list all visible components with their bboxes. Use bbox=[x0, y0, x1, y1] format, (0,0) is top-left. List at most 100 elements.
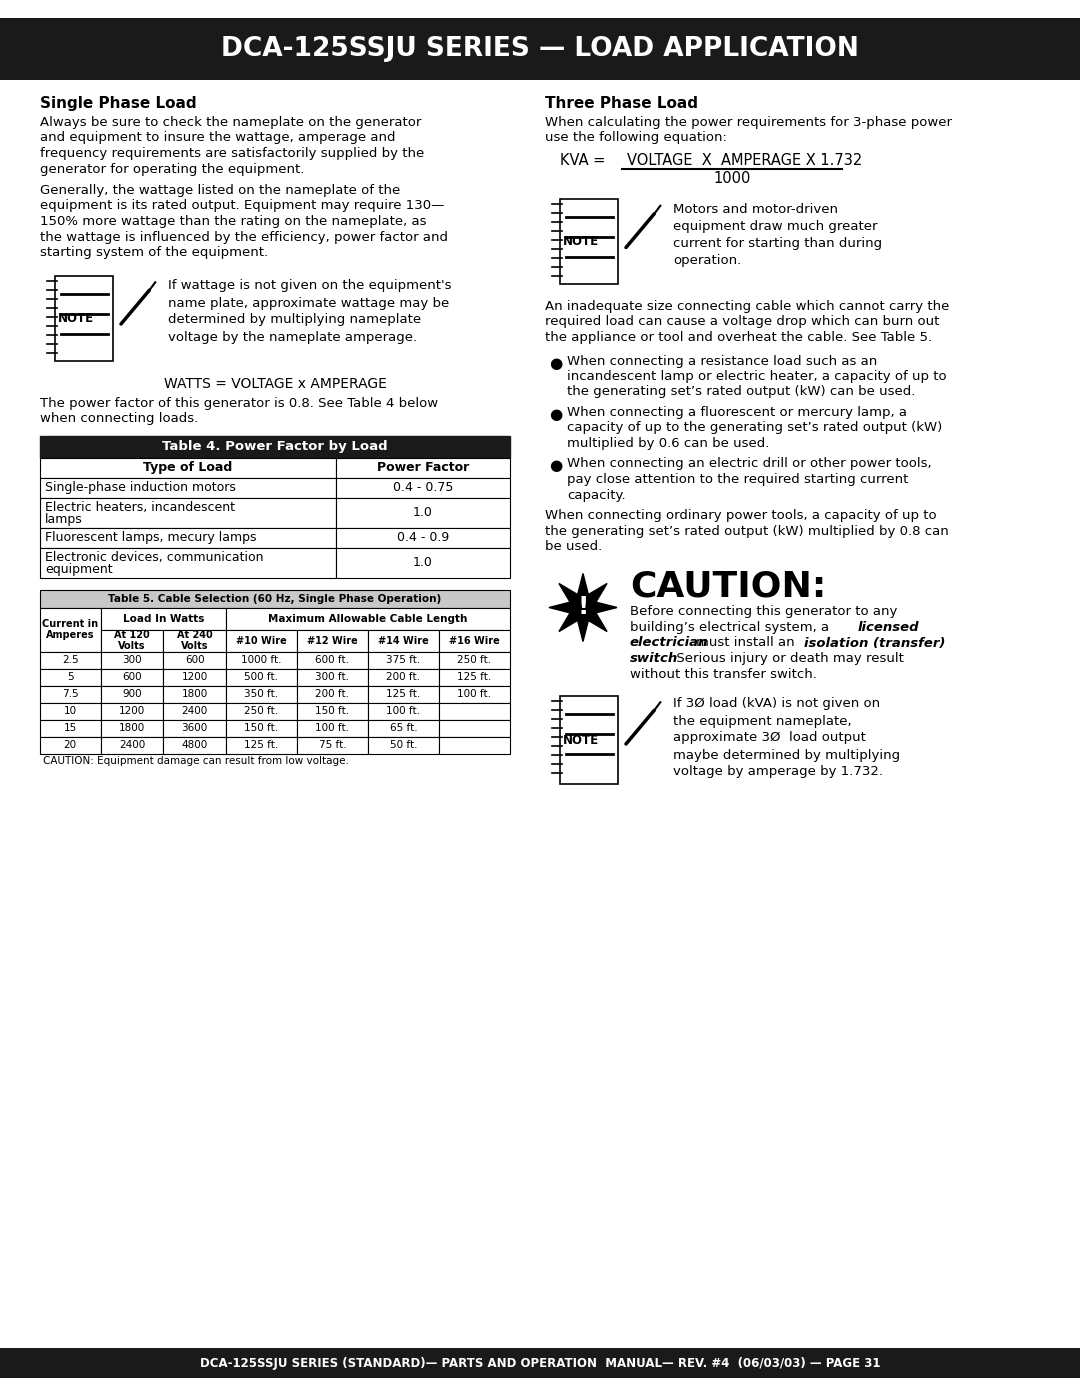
Bar bbox=[368, 686, 438, 703]
Bar bbox=[226, 608, 510, 630]
Text: 300 ft.: 300 ft. bbox=[315, 672, 350, 682]
Text: 2400: 2400 bbox=[119, 740, 145, 750]
Text: ●: ● bbox=[549, 458, 563, 474]
Bar bbox=[100, 630, 163, 651]
Text: the equipment nameplate,: the equipment nameplate, bbox=[673, 714, 852, 728]
Text: When connecting ordinary power tools, a capacity of up to: When connecting ordinary power tools, a … bbox=[545, 509, 936, 522]
Text: #12 Wire: #12 Wire bbox=[307, 636, 357, 645]
Text: DCA-125SSJU SERIES — LOAD APPLICATION: DCA-125SSJU SERIES — LOAD APPLICATION bbox=[221, 36, 859, 61]
Polygon shape bbox=[549, 574, 617, 641]
Text: 75 ft.: 75 ft. bbox=[319, 740, 347, 750]
Text: Table 5. Cable Selection (60 Hz, Single Phase Operation): Table 5. Cable Selection (60 Hz, Single … bbox=[108, 594, 442, 604]
Text: 1200: 1200 bbox=[119, 705, 145, 717]
Text: DCA-125SSJU SERIES (STANDARD)— PARTS AND OPERATION  MANUAL— REV. #4  (06/03/03) : DCA-125SSJU SERIES (STANDARD)— PARTS AND… bbox=[200, 1356, 880, 1369]
Text: 2400: 2400 bbox=[181, 705, 207, 717]
Bar bbox=[368, 669, 438, 686]
Bar bbox=[368, 703, 438, 719]
Text: 1800: 1800 bbox=[119, 724, 145, 733]
Text: 100 ft.: 100 ft. bbox=[315, 724, 350, 733]
Bar bbox=[40, 608, 100, 651]
Text: current for starting than during: current for starting than during bbox=[673, 237, 882, 250]
Text: KVA =: KVA = bbox=[561, 154, 606, 168]
Bar bbox=[40, 528, 336, 548]
Text: NOTE: NOTE bbox=[58, 312, 94, 324]
Bar bbox=[40, 669, 100, 686]
Text: 20: 20 bbox=[64, 740, 77, 750]
Text: 125 ft.: 125 ft. bbox=[457, 672, 491, 682]
Bar bbox=[297, 630, 368, 651]
Bar bbox=[0, 18, 1080, 80]
Bar bbox=[40, 457, 336, 478]
Text: 1200: 1200 bbox=[181, 672, 207, 682]
Bar bbox=[226, 686, 297, 703]
Text: when connecting loads.: when connecting loads. bbox=[40, 412, 199, 425]
Text: 1.0: 1.0 bbox=[413, 556, 433, 569]
Text: without this transfer switch.: without this transfer switch. bbox=[630, 668, 816, 680]
Text: voltage by the nameplate amperage.: voltage by the nameplate amperage. bbox=[168, 331, 417, 344]
Bar bbox=[40, 590, 510, 608]
Text: generator for operating the equipment.: generator for operating the equipment. bbox=[40, 162, 305, 176]
Text: 1.0: 1.0 bbox=[413, 506, 433, 520]
Text: 125 ft.: 125 ft. bbox=[387, 689, 420, 698]
Text: the wattage is influenced by the efficiency, power factor and: the wattage is influenced by the efficie… bbox=[40, 231, 448, 243]
Text: Single-phase induction motors: Single-phase induction motors bbox=[45, 481, 235, 495]
Bar bbox=[40, 719, 100, 736]
Text: Table 4. Power Factor by Load: Table 4. Power Factor by Load bbox=[162, 440, 388, 453]
Text: Maximum Allowable Cable Length: Maximum Allowable Cable Length bbox=[268, 613, 468, 623]
Bar bbox=[100, 736, 163, 753]
Text: When connecting a resistance load such as an: When connecting a resistance load such a… bbox=[567, 355, 877, 367]
Text: operation.: operation. bbox=[673, 254, 741, 267]
Text: !: ! bbox=[578, 595, 589, 619]
Text: the generating set’s rated output (kW) can be used.: the generating set’s rated output (kW) c… bbox=[567, 386, 916, 398]
Bar bbox=[40, 686, 100, 703]
Text: 200 ft.: 200 ft. bbox=[315, 689, 350, 698]
Text: 600 ft.: 600 ft. bbox=[315, 655, 350, 665]
Text: maybe determined by multiplying: maybe determined by multiplying bbox=[673, 749, 900, 761]
Text: capacity.: capacity. bbox=[567, 489, 625, 502]
Text: #16 Wire: #16 Wire bbox=[449, 636, 500, 645]
Bar bbox=[0, 1348, 1080, 1377]
Bar bbox=[297, 651, 368, 669]
Text: 10: 10 bbox=[64, 705, 77, 717]
Text: building’s electrical system, a: building’s electrical system, a bbox=[630, 622, 834, 634]
Bar bbox=[561, 198, 618, 284]
Text: #10 Wire: #10 Wire bbox=[237, 636, 287, 645]
Text: 500 ft.: 500 ft. bbox=[244, 672, 279, 682]
Bar bbox=[226, 703, 297, 719]
Text: Motors and motor-driven: Motors and motor-driven bbox=[673, 203, 838, 217]
Bar bbox=[336, 497, 510, 528]
Bar bbox=[163, 703, 226, 719]
Bar bbox=[100, 703, 163, 719]
Text: equipment draw much greater: equipment draw much greater bbox=[673, 219, 877, 233]
Text: 250 ft.: 250 ft. bbox=[458, 655, 491, 665]
Text: 1000: 1000 bbox=[713, 170, 751, 186]
Text: 3600: 3600 bbox=[181, 724, 207, 733]
Bar bbox=[55, 275, 113, 360]
Text: Electric heaters, incandescent: Electric heaters, incandescent bbox=[45, 502, 235, 514]
Text: 100 ft.: 100 ft. bbox=[387, 705, 420, 717]
Bar bbox=[163, 686, 226, 703]
Bar bbox=[100, 719, 163, 736]
Text: #14 Wire: #14 Wire bbox=[378, 636, 429, 645]
Text: NOTE: NOTE bbox=[563, 235, 599, 249]
Text: 2.5: 2.5 bbox=[62, 655, 79, 665]
Text: Type of Load: Type of Load bbox=[144, 461, 232, 474]
Text: 250 ft.: 250 ft. bbox=[244, 705, 279, 717]
Bar bbox=[438, 686, 510, 703]
Text: When connecting a fluorescent or mercury lamp, a: When connecting a fluorescent or mercury… bbox=[567, 407, 907, 419]
Bar bbox=[40, 703, 100, 719]
Text: Fluorescent lamps, mecury lamps: Fluorescent lamps, mecury lamps bbox=[45, 531, 257, 543]
Bar bbox=[336, 528, 510, 548]
Bar bbox=[336, 457, 510, 478]
Text: the generating set’s rated output (kW) multiplied by 0.8 can: the generating set’s rated output (kW) m… bbox=[545, 524, 948, 538]
Bar bbox=[40, 548, 336, 577]
Text: Single Phase Load: Single Phase Load bbox=[40, 96, 197, 110]
Text: be used.: be used. bbox=[545, 541, 603, 553]
Text: Power Factor: Power Factor bbox=[377, 461, 469, 474]
Text: When calculating the power requirements for 3-phase power: When calculating the power requirements … bbox=[545, 116, 951, 129]
Text: VOLTAGE  X  AMPERAGE X 1.732: VOLTAGE X AMPERAGE X 1.732 bbox=[627, 154, 862, 168]
Text: pay close attention to the required starting current: pay close attention to the required star… bbox=[567, 474, 908, 486]
Bar bbox=[226, 651, 297, 669]
Text: equipment is its rated output. Equipment may require 130—: equipment is its rated output. Equipment… bbox=[40, 200, 444, 212]
Text: 1000 ft.: 1000 ft. bbox=[241, 655, 282, 665]
